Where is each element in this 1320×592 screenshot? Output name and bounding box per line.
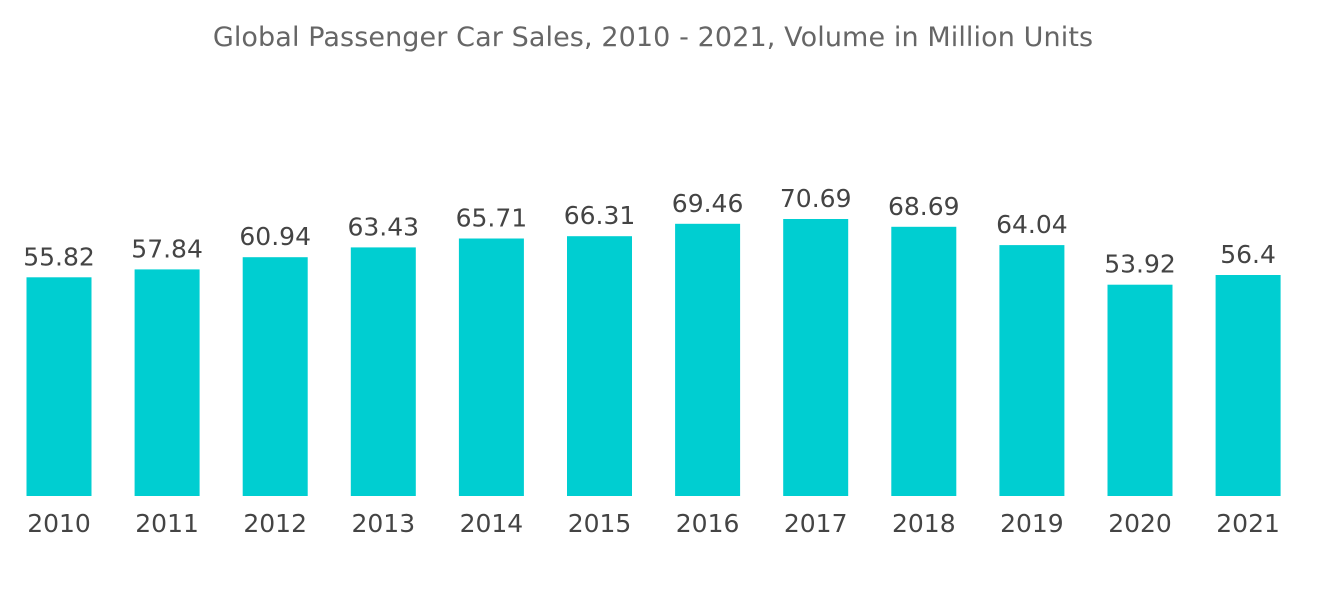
- bar-2013: [350, 247, 416, 496]
- value-label-2014: 65.71: [456, 204, 528, 233]
- bar-2020: [1107, 284, 1173, 496]
- bar-2018: [891, 226, 957, 497]
- x-tick-labels-group: 2010 2011 2012 2013 2014 2015 2016 2017 2018 2019…: [27, 509, 1280, 538]
- x-tick-label-2012: 2012: [243, 509, 307, 538]
- x-tick-label-2019: 2019: [1000, 509, 1064, 538]
- value-labels-group: 55.82 57.84 60.94 63.43 65.71 66.31 69.46 70.69…: [23, 184, 1276, 279]
- bar-2010: [26, 277, 92, 496]
- x-tick-label-2013: 2013: [351, 509, 415, 538]
- value-label-2010: 55.82: [23, 242, 95, 271]
- chart-title: Global Passenger Car Sales, 2010 - 2021,…: [212, 22, 1094, 53]
- value-label-2013: 63.43: [348, 212, 420, 241]
- value-label-2018: 68.69: [888, 192, 960, 221]
- value-label-2017: 70.69: [780, 184, 852, 213]
- bar-2016: [675, 223, 741, 497]
- x-tick-label-2015: 2015: [568, 509, 632, 538]
- value-label-2019: 64.04: [996, 210, 1068, 239]
- x-tick-label-2014: 2014: [460, 509, 524, 538]
- x-tick-label-2020: 2020: [1108, 509, 1172, 538]
- x-tick-label-2018: 2018: [892, 509, 956, 538]
- value-label-2011: 57.84: [131, 234, 203, 263]
- value-label-2012: 60.94: [239, 222, 311, 251]
- value-label-2016: 69.46: [672, 189, 744, 218]
- x-tick-label-2010: 2010: [27, 509, 91, 538]
- value-label-2020: 53.92: [1104, 250, 1176, 279]
- x-tick-label-2016: 2016: [676, 509, 740, 538]
- bar-2019: [999, 245, 1065, 496]
- x-tick-label-2017: 2017: [784, 509, 848, 538]
- bar-2017: [783, 219, 849, 496]
- bar-2014: [458, 238, 524, 496]
- bar-2015: [567, 236, 632, 496]
- x-tick-label-2021: 2021: [1216, 509, 1280, 538]
- bar-2021: [1215, 275, 1281, 496]
- bar-2012: [242, 257, 308, 496]
- value-label-2015: 66.31: [564, 201, 636, 230]
- bar-2011: [134, 269, 200, 496]
- bars-group: [26, 219, 1281, 497]
- x-tick-label-2011: 2011: [135, 509, 199, 538]
- value-label-2021: 56.4: [1220, 240, 1276, 269]
